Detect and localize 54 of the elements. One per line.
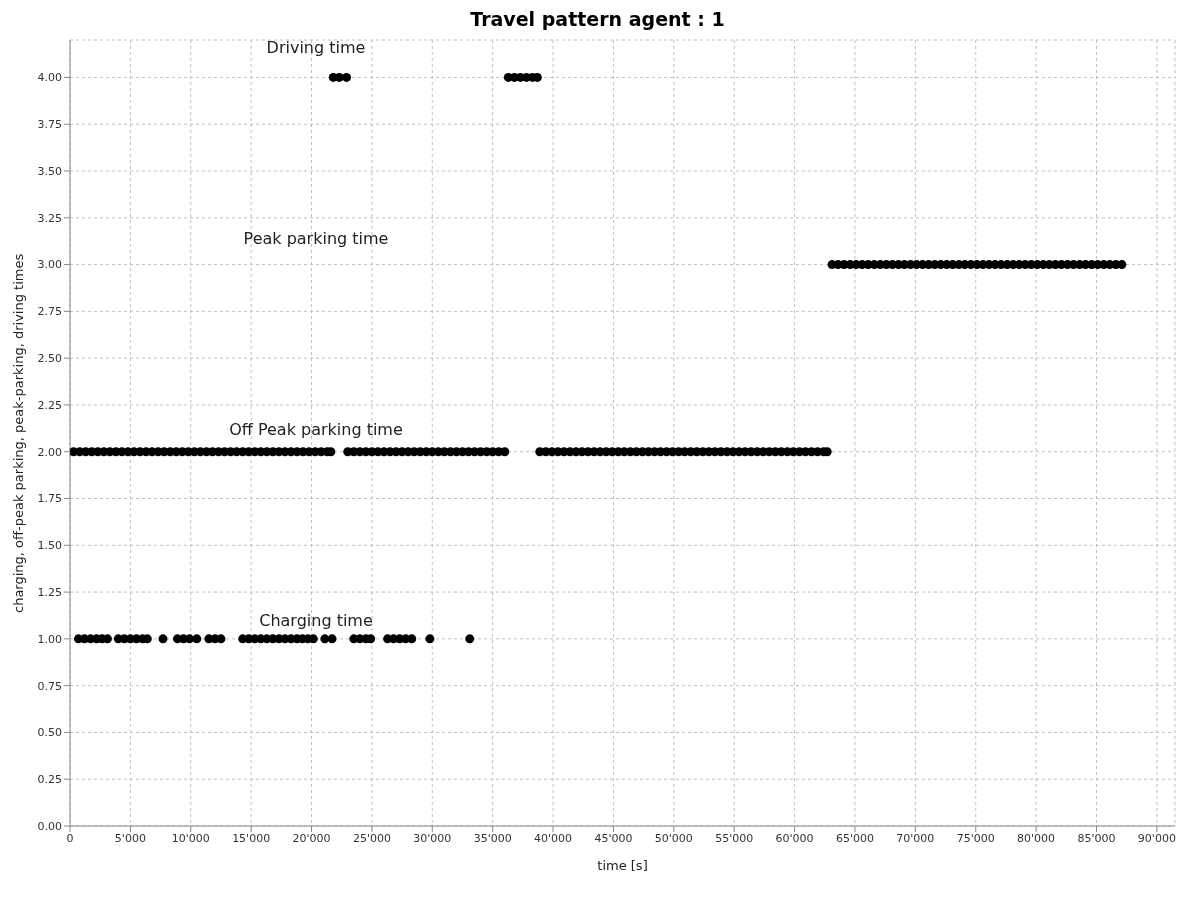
point [320,634,330,644]
chart-title: Travel pattern agent : 1 [469,8,726,32]
x-tick-label: 30'000 [413,831,452,845]
x-tick-label: 65'000 [835,831,874,845]
x-tick-label: 5'000 [114,831,146,845]
y-tick-label: 3.50 [37,164,62,178]
y-tick-label: 3.25 [37,211,62,225]
y-tick-label: 4.00 [37,71,62,85]
y-tick-label: 1.00 [37,632,62,646]
y-tick-label: 0.50 [37,726,62,740]
y-tick-label: 1.25 [37,585,62,599]
x-tick-label: 55'000 [715,831,754,845]
point [327,634,337,644]
point [158,634,168,644]
point [1117,260,1127,270]
point [342,72,352,82]
point [192,634,202,644]
x-tick-label: 75'000 [956,831,995,845]
y-tick-label: 0.25 [37,773,62,787]
point [407,634,417,644]
x-tick-label: 90'000 [1137,831,1176,845]
y-tick-label: 2.25 [37,398,62,412]
y-tick-label: 3.00 [37,258,62,272]
annotation: Charging time [259,611,373,630]
x-tick-label: 15'000 [232,831,271,845]
y-axis-title: charging, off-peak parking, peak-parking, driving times [10,253,26,613]
x-tick-label: 60'000 [775,831,814,845]
y-tick-label: 2.50 [37,352,62,366]
x-tick-label: 50'000 [654,831,693,845]
x-tick-label: 20'000 [292,831,331,845]
x-tick-label: 10'000 [171,831,210,845]
x-tick-label: 35'000 [473,831,512,845]
x-tick-label: 0 [66,831,74,845]
x-tick-label: 25'000 [352,831,391,845]
x-axis-title: time [s] [597,858,648,873]
y-tick-label: 0.75 [37,679,62,693]
x-tick-label: 40'000 [534,831,573,845]
y-tick-label: 3.75 [37,118,62,132]
point [216,634,226,644]
x-tick-label: 85'000 [1077,831,1116,845]
x-tick-label: 45'000 [594,831,633,845]
annotation: Driving time [266,38,366,57]
annotation: Peak parking time [243,229,389,248]
annotation: Off Peak parking time [229,420,403,439]
y-tick-label: 0.00 [37,819,62,833]
y-tick-label: 1.75 [37,492,62,506]
y-tick-label: 1.50 [37,539,62,553]
point [425,634,435,644]
x-tick-label: 70'000 [896,831,935,845]
x-tick-label: 80'000 [1017,831,1056,845]
point [500,447,510,457]
point [465,634,475,644]
y-tick-label: 2.75 [37,305,62,319]
y-tick-label: 2.00 [37,445,62,459]
